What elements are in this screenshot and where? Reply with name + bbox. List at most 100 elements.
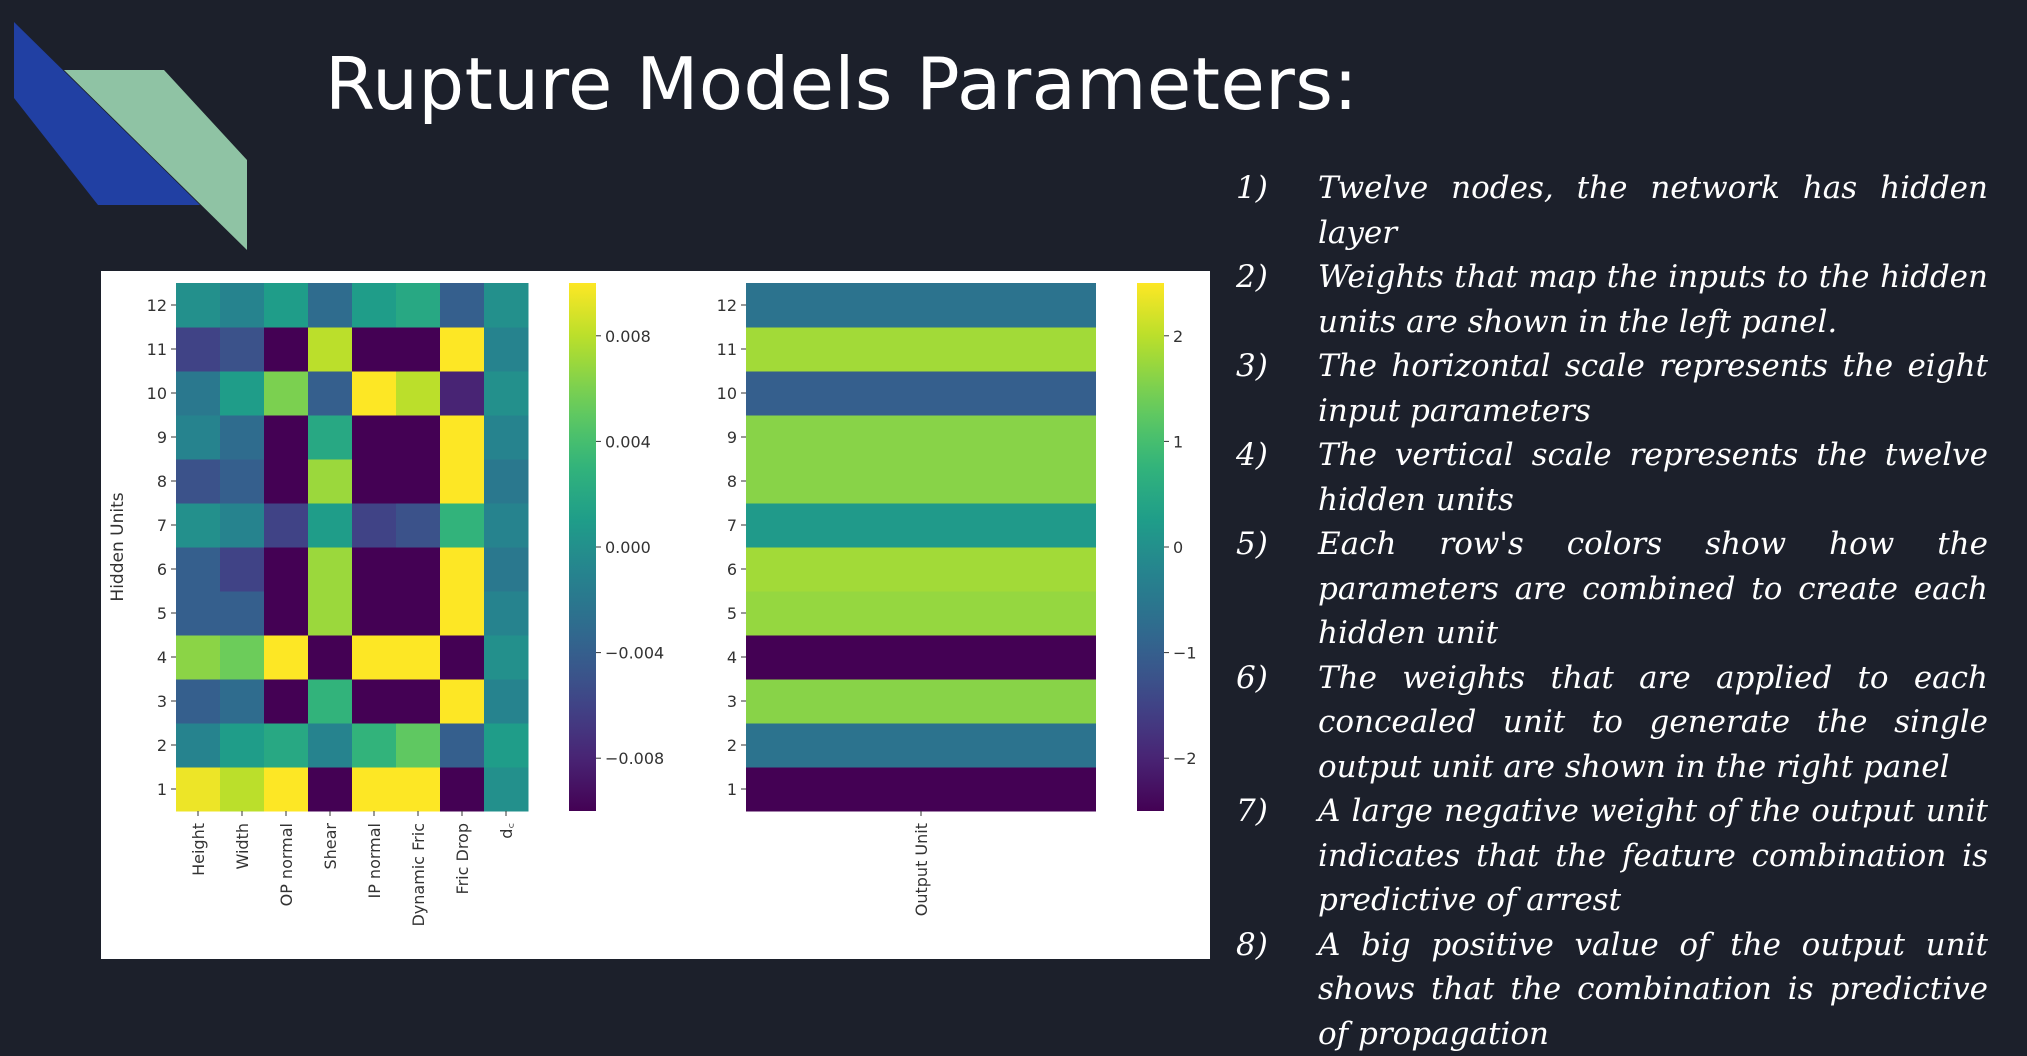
y-tick-label: 11: [717, 340, 737, 359]
heatmap-cell: [746, 767, 1096, 812]
note-text: Weights that map the inputs to the hidde…: [1318, 255, 1988, 344]
heatmap-cell: [352, 415, 397, 460]
y-axis-label: Hidden Units: [108, 492, 128, 601]
heatmap-cell: [176, 371, 221, 416]
heatmap-cell: [352, 679, 397, 724]
colorbar-tick-label: 0: [1173, 538, 1183, 557]
heatmap-cell: [264, 371, 309, 416]
y-tick-label: 9: [727, 428, 737, 447]
notes-list: 1)Twelve nodes, the network has hidden l…: [1236, 166, 1988, 1056]
heatmap-cell: [484, 723, 529, 768]
heatmap-cell: [308, 635, 353, 680]
colorbar-tick-label: −1: [1173, 644, 1197, 663]
heatmap-cell: [308, 723, 353, 768]
heatmap-cell: [484, 591, 529, 636]
heatmap-cell: [440, 679, 485, 724]
heatmap-cell: [308, 503, 353, 548]
heatmap-cell: [352, 327, 397, 372]
x-tick-label: Shear: [321, 823, 340, 870]
heatmap-cell: [746, 547, 1096, 592]
heatmap-cell: [396, 503, 441, 548]
heatmap-cell: [176, 547, 221, 592]
heatmap-cell: [176, 591, 221, 636]
heatmap-cell: [440, 635, 485, 680]
heatmap-cell: [484, 415, 529, 460]
heatmap-cell: [308, 415, 353, 460]
y-tick-label: 2: [157, 736, 167, 755]
y-tick-label: 2: [727, 736, 737, 755]
colorbar-tick-label: 0.008: [605, 327, 651, 346]
heatmap-cell: [220, 591, 265, 636]
heatmap-cell: [220, 503, 265, 548]
heatmap-cell: [440, 591, 485, 636]
heatmap-cell: [308, 371, 353, 416]
heatmap-cell: [440, 327, 485, 372]
y-tick-label: 7: [157, 516, 167, 535]
heatmap-cell: [352, 767, 397, 812]
note-text: Each row's colors show how the parameter…: [1318, 522, 1988, 656]
heatmap-cell: [264, 547, 309, 592]
note-item: 1)Twelve nodes, the network has hidden l…: [1236, 166, 1988, 255]
colorbar-tick-label: 1: [1173, 432, 1183, 451]
heatmap-cell: [440, 283, 485, 328]
note-number: 7): [1236, 789, 1318, 923]
heatmap-cell: [484, 327, 529, 372]
heatmap-cell: [308, 679, 353, 724]
note-text: The vertical scale represents the twelve…: [1318, 433, 1988, 522]
heatmap-cell: [264, 459, 309, 504]
x-tick-label: Height: [189, 823, 208, 876]
note-item: 4)The vertical scale represents the twel…: [1236, 433, 1988, 522]
heatmap-cell: [176, 767, 221, 812]
heatmap-cell: [308, 459, 353, 504]
x-tick-label: OP normal: [277, 823, 296, 906]
heatmap-cell: [440, 547, 485, 592]
heatmap-cell: [264, 591, 309, 636]
note-number: 4): [1236, 433, 1318, 522]
y-tick-label: 10: [147, 384, 167, 403]
note-item: 2)Weights that map the inputs to the hid…: [1236, 255, 1988, 344]
note-number: 6): [1236, 656, 1318, 790]
heatmap-cell: [220, 547, 265, 592]
y-tick-label: 8: [727, 472, 737, 491]
heatmap-cell: [220, 327, 265, 372]
heatmap-cell: [176, 635, 221, 680]
heatmap-cell: [440, 723, 485, 768]
heatmap-cell: [308, 767, 353, 812]
heatmap-cell: [440, 415, 485, 460]
heatmap-cell: [264, 503, 309, 548]
heatmap-cell: [264, 635, 309, 680]
heatmap-cell: [264, 283, 309, 328]
y-tick-label: 8: [157, 472, 167, 491]
heatmap-cell: [352, 547, 397, 592]
heatmap-cell: [176, 459, 221, 504]
heatmap-cell: [746, 723, 1096, 768]
heatmap-cell: [484, 503, 529, 548]
heatmap-cell: [746, 635, 1096, 680]
note-text: A big positive value of the output unit …: [1318, 923, 1988, 1056]
heatmap-cell: [440, 459, 485, 504]
heatmap-cell: [264, 679, 309, 724]
note-number: 5): [1236, 522, 1318, 656]
y-tick-label: 12: [717, 296, 737, 315]
colorbar-gradient: [569, 283, 596, 811]
x-tick-label: IP normal: [365, 823, 384, 899]
colorbar-tick-label: −2: [1173, 749, 1197, 768]
heatmap-cell: [176, 723, 221, 768]
heatmap-cell: [308, 591, 353, 636]
heatmap-cell: [176, 415, 221, 460]
colorbar-tick-label: 0.000: [605, 538, 651, 557]
heatmap-cell: [352, 459, 397, 504]
heatmap-cell: [746, 371, 1096, 416]
note-item: 6)The weights that are applied to each c…: [1236, 656, 1988, 790]
x-tick-label: Dynamic Fric: [409, 823, 428, 927]
y-tick-label: 6: [157, 560, 167, 579]
heatmap-cell: [220, 283, 265, 328]
heatmap-cell: [308, 283, 353, 328]
heatmap-cell: [352, 503, 397, 548]
heatmap-cell: [746, 503, 1096, 548]
heatmap-cell: [264, 415, 309, 460]
note-number: 3): [1236, 344, 1318, 433]
colorbar-tick-label: 2: [1173, 327, 1183, 346]
